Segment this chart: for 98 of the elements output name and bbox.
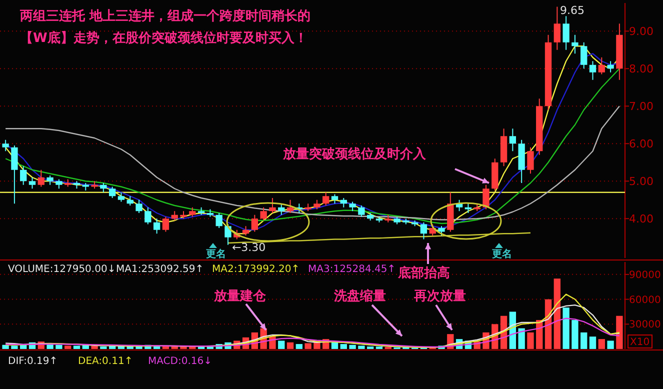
candlestick: [572, 34, 578, 54]
bar: [572, 320, 578, 349]
candlestick: [349, 201, 356, 212]
candlestick: [38, 169, 44, 188]
y-tick-label: 4.00: [629, 212, 654, 226]
candlestick: [509, 128, 516, 152]
candlestick: [11, 145, 18, 204]
candlestick: [242, 226, 250, 236]
bar: [349, 344, 356, 349]
candlestick: [527, 146, 534, 174]
bar: [562, 308, 570, 349]
y-tick-label: 90000: [629, 270, 661, 281]
y-tick-label: 5.00: [629, 174, 654, 188]
text: 两组三连托 地上三连井，组成一个跨度时间稍长的: [19, 8, 311, 24]
annotation: 放量建仓: [213, 289, 267, 304]
candlestick: [607, 60, 614, 73]
candlestick: [171, 210, 178, 221]
bar: [278, 340, 285, 349]
annotation: 底部抬高: [397, 265, 450, 281]
candlestick: [224, 224, 232, 246]
candlestick: [554, 6, 560, 50]
candlestick: [358, 205, 365, 218]
bar: [589, 336, 596, 349]
text: MA3:125284.45↑: [308, 264, 396, 275]
candlestick: [331, 194, 338, 204]
candlestick: [189, 206, 196, 218]
annotation: 9.65: [560, 4, 584, 17]
candlestick: [136, 199, 142, 214]
bar: [56, 344, 62, 349]
line-series: [4, 106, 620, 220]
bar: [580, 332, 588, 349]
candlestick: [216, 212, 222, 228]
annotation: 更名: [492, 248, 512, 260]
text: MACD:0.16↓: [148, 356, 212, 367]
bar: [304, 343, 312, 349]
y-tick-label: 8.00: [629, 62, 654, 76]
candlestick: [46, 175, 54, 186]
candlestick: [100, 182, 107, 193]
candlestick: [2, 139, 9, 152]
bar: [607, 340, 614, 349]
candlestick: [162, 216, 170, 232]
candlestick: [144, 206, 152, 225]
candlestick: [589, 60, 596, 80]
y-tick-label: 30000: [629, 320, 661, 331]
candlestick: [126, 196, 134, 206]
candlestick: [108, 186, 116, 198]
candlestick: [314, 199, 320, 210]
bar: [518, 328, 525, 349]
candlestick: [438, 226, 445, 236]
bar: [358, 346, 365, 349]
candlestick: [580, 42, 588, 70]
candlestick: [322, 192, 330, 206]
y-tick-label: 7.00: [629, 100, 654, 113]
candlestick: [562, 16, 570, 50]
candlestick: [28, 176, 36, 190]
bar: [2, 344, 9, 349]
candlestick: [56, 178, 62, 190]
annotation: ←3.30: [232, 240, 266, 254]
candlestick: [340, 198, 347, 208]
annotation: 再次放量: [413, 289, 466, 304]
candlestick: [464, 203, 472, 214]
text: 【W底】走势，在股价突破颈线位时要及时买入！: [20, 30, 308, 46]
text: X10: [630, 337, 650, 348]
line-series: [227, 232, 532, 244]
bar: [527, 332, 534, 349]
line-series: [4, 318, 620, 348]
annotation: 洗盘缩量: [333, 288, 386, 304]
y-tick-label: 6.00: [629, 137, 654, 150]
bar: [331, 342, 338, 349]
bar: [554, 278, 560, 349]
candlestick: [598, 56, 605, 75]
annotation: 更名: [206, 248, 226, 260]
candlestick: [420, 222, 428, 240]
bar: [616, 316, 623, 349]
bar: [340, 344, 347, 349]
y-tick-label: 9.00: [629, 24, 654, 38]
bar: [73, 346, 80, 349]
text: DIF:0.19↑: [8, 356, 58, 367]
bar: [286, 342, 294, 349]
bar: [11, 346, 18, 349]
bar: [64, 346, 72, 349]
candlestick: [482, 184, 490, 210]
text: MA2:173992.20↑: [212, 264, 300, 275]
candlestick: [118, 192, 125, 202]
annotation: 放量突破颈线位及时介入: [282, 146, 427, 162]
candlestick: [251, 214, 258, 232]
annotation: VOLUME:127950.00↓: [8, 264, 116, 275]
candlestick: [278, 203, 285, 216]
candlestick: [153, 218, 160, 234]
candlestick: [260, 206, 267, 221]
text: DEA:0.11↑: [78, 356, 133, 367]
candlestick: [20, 166, 27, 186]
text: MA1:253092.59↑: [116, 264, 204, 275]
bar: [598, 339, 605, 349]
candlestick: [286, 199, 294, 214]
bar: [296, 344, 302, 349]
y-tick-label: 60000: [629, 294, 661, 306]
candlestick: [269, 198, 276, 214]
